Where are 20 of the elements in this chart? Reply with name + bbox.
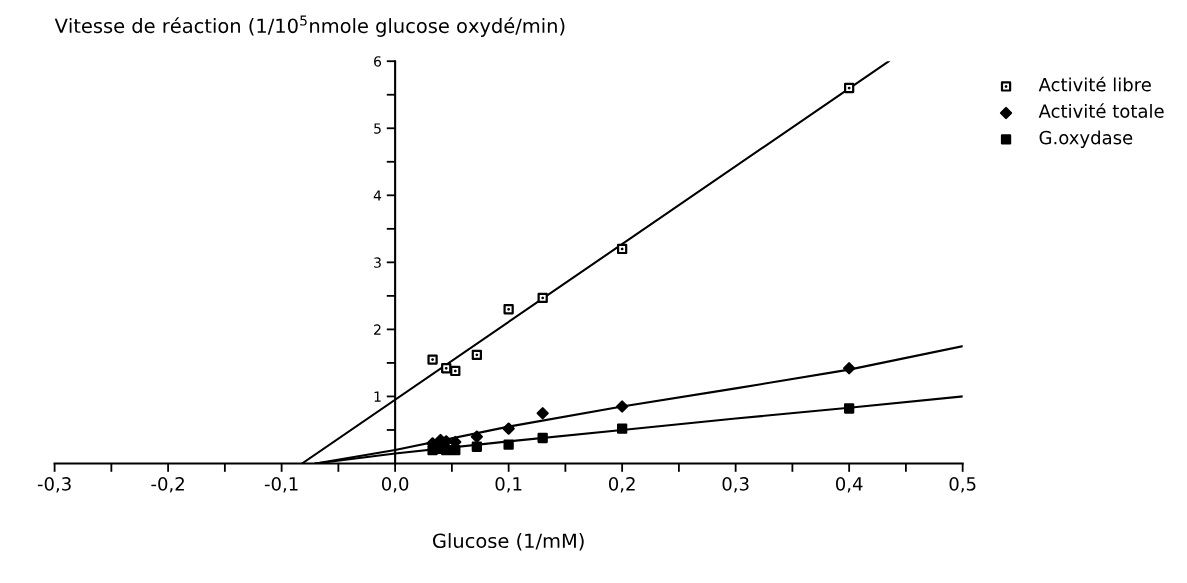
x-tick-label: 0,4 [835,477,863,493]
x-tick-label: 0,3 [722,477,749,493]
legend-label: Activité libre [1038,76,1151,92]
x-tick-label: -0,3 [37,477,71,493]
y-tick-label: 5 [374,123,381,134]
x-tick-label: 0,2 [608,477,635,493]
x-tick-label: 0,1 [495,477,522,493]
x-tick-label: 0,0 [381,477,409,493]
x-axis-title: Glucose (1/mM) [432,533,584,551]
legend-label: G.oxydase [1039,130,1133,148]
y-tick-label: 2 [374,324,381,335]
y-axis-title: Vitesse de réaction (1/10$^{5}$nmole glucose oxydé/min) [54,15,565,37]
y-tick-label: 1 [374,391,381,402]
y-tick-label: 3 [374,257,381,268]
legend-label: Activité totale [1038,103,1164,118]
y-tick-label: 6 [374,56,382,67]
x-tick-label: 0,5 [949,477,976,493]
y-tick-label: 4 [373,190,382,201]
x-tick-label: -0,2 [151,477,184,493]
x-tick-label: -0,1 [264,477,298,493]
